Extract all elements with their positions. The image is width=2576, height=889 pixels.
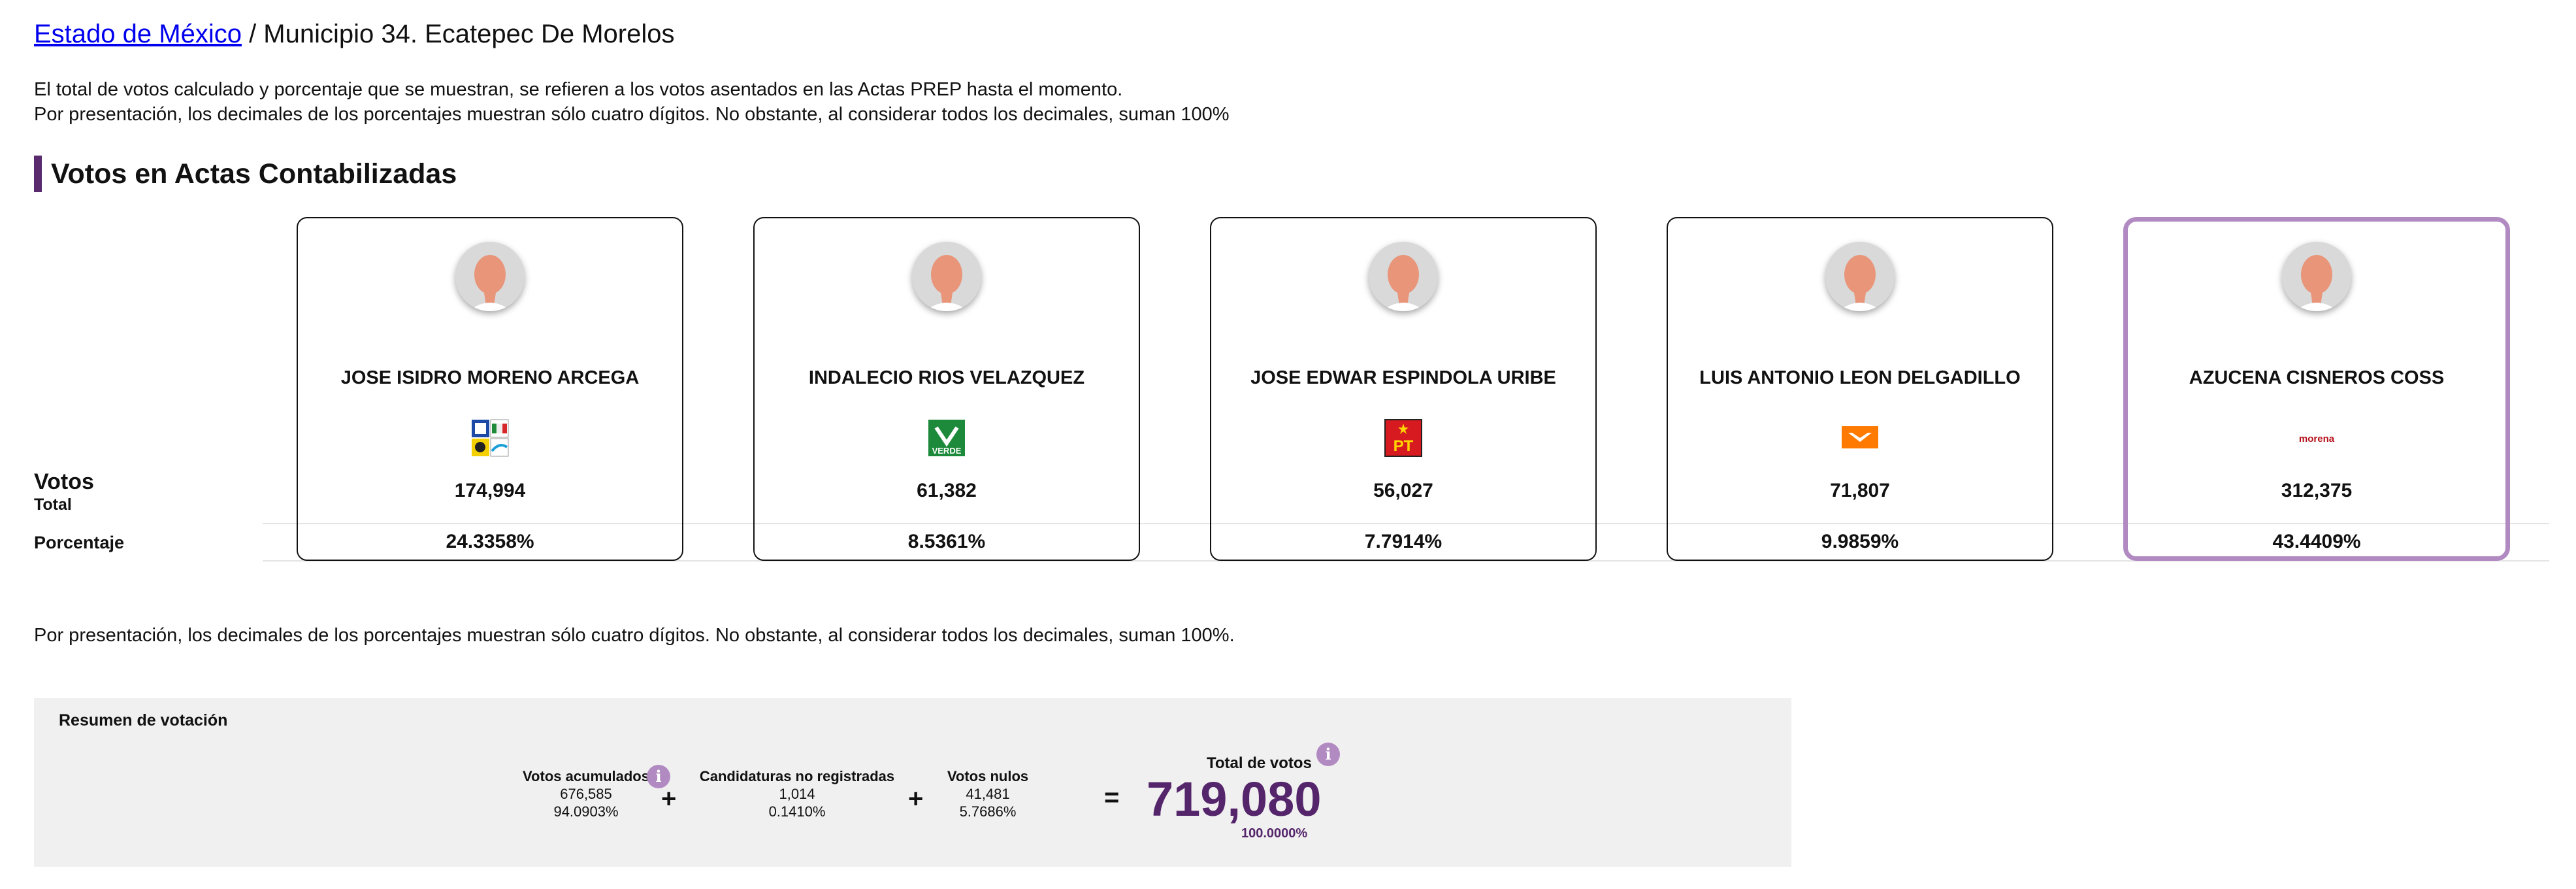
row-label-porcentaje: Porcentaje [34,533,125,552]
candidate-percentage: 8.5361% [907,531,986,552]
avatar [455,242,525,311]
candidate-votes: 71,807 [1830,480,1890,501]
votos-nulos: Votos nulos 41,481 5.7686% [942,767,1034,820]
no-registradas-pct: 0.1410% [768,803,826,820]
breadcrumb-state-link[interactable]: Estado de México [34,20,242,48]
avatar [912,242,981,311]
candidate-name: JOSE ISIDRO MORENO ARCEGA [340,367,640,388]
avatar [1369,242,1438,311]
avatar [1825,242,1895,311]
candidate-name: AZUCENA CISNEROS COSS [2189,367,2445,388]
avatar [2282,242,2351,311]
votos-acumulados-value: 676,585 [560,786,612,802]
row-label-total: Total [34,495,72,514]
verde-logo-text: VERDE [932,446,962,456]
total-votos-pct: 100.0000% [1241,826,1308,841]
breadcrumb: Estado de México / Municipio 34. Ecatepe… [34,20,675,49]
decimals-note: Por presentación, los decimales de los p… [34,625,1235,646]
candidate-percentage: 7.7914% [1364,531,1443,552]
row-divider [263,560,2549,562]
info-icon[interactable]: i [647,765,670,788]
intro-line-2: Por presentación, los decimales de los p… [34,104,1230,125]
votos-nulos-label: Votos nulos [947,768,1029,784]
movimiento-ciudadano-logo-icon [1840,418,1880,458]
votos-nulos-pct: 5.7686% [959,803,1017,820]
verde-party-logo-icon: VERDE [927,418,966,458]
summary-title: Resumen de votación [59,711,228,730]
total-votos-label: Total de votos [1207,754,1312,772]
no-registradas-value: 1,014 [779,786,815,802]
votos-nulos-value: 41,481 [966,786,1010,802]
vote-summary-panel: Resumen de votación Votos acumulados 676… [34,698,1791,867]
candidate-votes: 174,994 [454,480,526,501]
pt-logo-text: PT [1394,437,1414,455]
candidate-name: INDALECIO RIOS VELAZQUEZ [808,367,1085,388]
candidate-votes: 56,027 [1373,480,1433,501]
candidate-percentage: 43.4409% [2272,531,2361,552]
section-title: Votos en Actas Contabilizadas [34,156,457,192]
candidate-card[interactable]: JOSE ISIDRO MORENO ARCEGA 174,994 24.335… [297,217,683,561]
no-registradas-label: Candidaturas no registradas [699,768,895,784]
pan-pri-prd-coalition-logo-icon [470,418,510,458]
pt-party-logo-icon: PT [1384,418,1423,458]
candidate-name: JOSE EDWAR ESPINDOLA URIBE [1250,367,1556,388]
intro-line-1: El total de votos calculado y porcentaje… [34,79,1123,100]
candidate-percentage: 24.3358% [446,531,534,552]
candidate-percentage: 9.9859% [1821,531,1899,552]
candidate-votes: 312,375 [2281,480,2353,501]
candidate-votes: 61,382 [917,480,977,501]
votos-acumulados: Votos acumulados 676,585 94.0903% [514,767,658,820]
intro-text: El total de votos calculado y porcentaje… [34,77,1230,127]
breadcrumb-current: / Municipio 34. Ecatepec De Morelos [241,20,675,48]
candidaturas-no-registradas: Candidaturas no registradas 1,014 0.1410… [693,767,902,820]
row-divider [263,523,2549,524]
info-icon[interactable]: i [1316,743,1340,766]
plus-operator: + [908,784,924,813]
row-label-votos: Votos [34,469,94,494]
morena-party-logo-icon: morena [2297,418,2336,458]
candidate-name: LUIS ANTONIO LEON DELGADILLO [1699,367,2021,388]
candidate-card[interactable]: LUIS ANTONIO LEON DELGADILLO 71,807 9.98… [1667,217,2053,561]
morena-logo-text: morena [2299,433,2335,444]
votos-acumulados-pct: 94.0903% [553,803,619,820]
candidate-card-leading[interactable]: AZUCENA CISNEROS COSS morena 312,375 43.… [2123,217,2510,561]
candidate-card[interactable]: JOSE EDWAR ESPINDOLA URIBE PT 56,027 7.7… [1210,217,1597,561]
total-votos-value: 719,080 [1147,772,1322,826]
equals-operator: = [1104,783,1120,812]
candidate-card[interactable]: INDALECIO RIOS VELAZQUEZ VERDE 61,382 8.… [753,217,1140,561]
plus-operator: + [661,784,677,813]
votos-acumulados-label: Votos acumulados [523,768,649,784]
